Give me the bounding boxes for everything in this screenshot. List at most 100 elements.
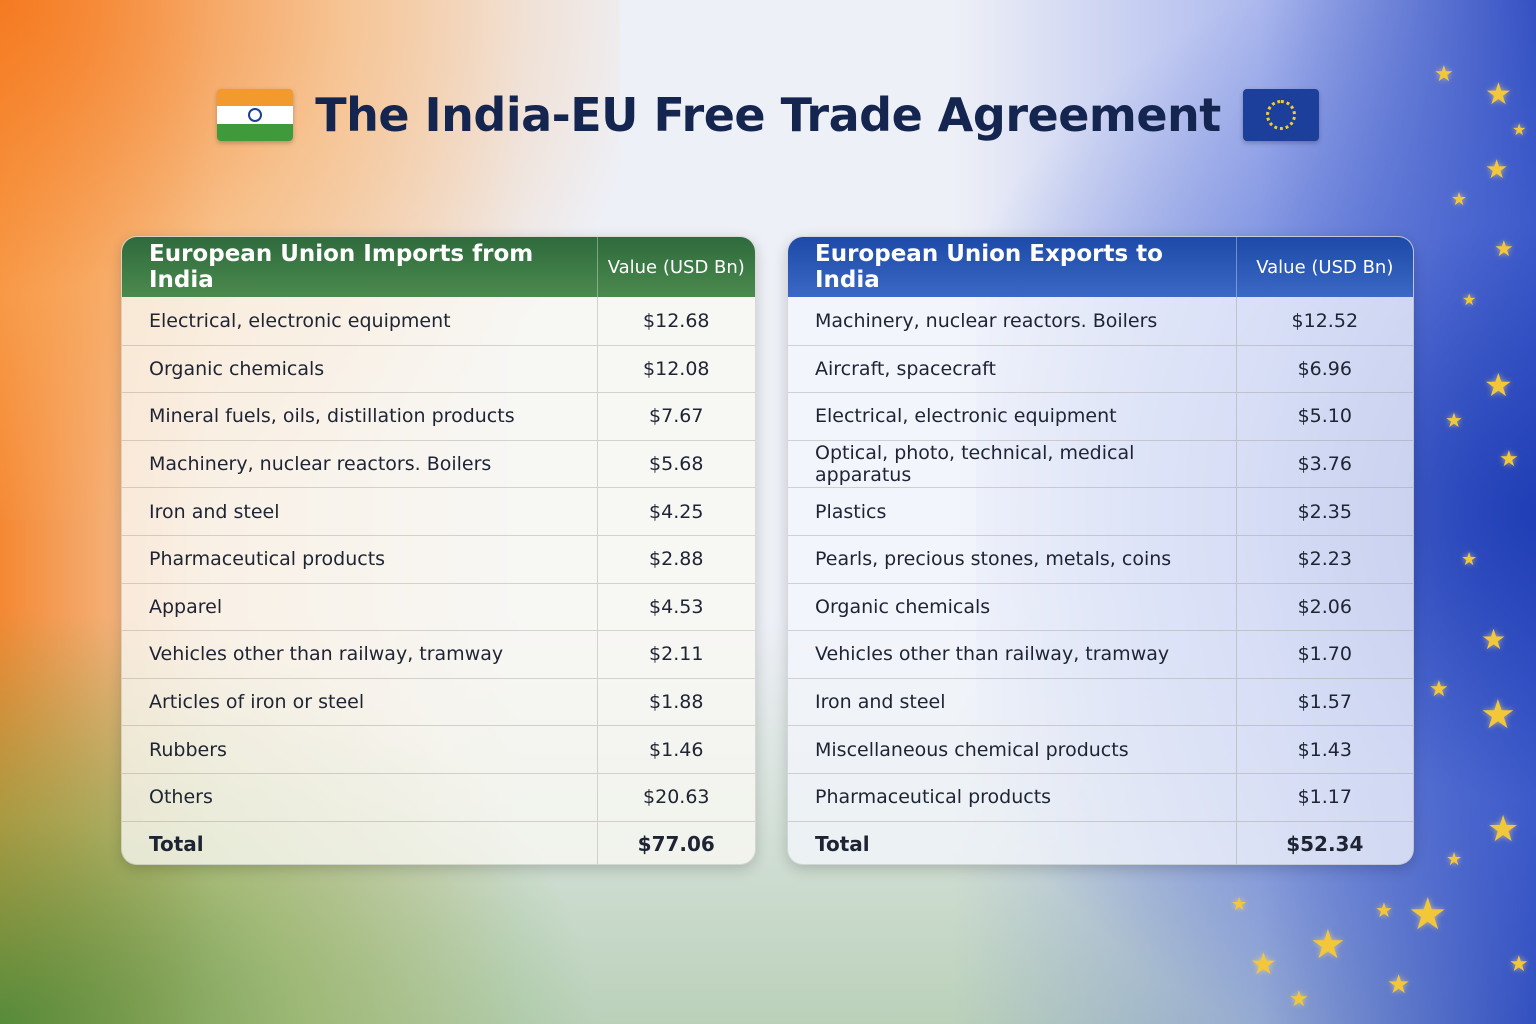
star-icon: ★: [1446, 849, 1463, 870]
star-icon: ★: [1512, 120, 1527, 139]
eu-flag-icon: [1242, 89, 1319, 141]
exports-table-row: Organic chemicals $2.06: [788, 582, 1413, 631]
imports-table-body: Electrical, electronic equipment $12.68 Or…: [122, 297, 755, 821]
exports-row-value: $6.96: [1297, 357, 1352, 380]
star-icon: ★: [1451, 189, 1468, 210]
star-icon: ★: [1509, 952, 1529, 977]
star-icon: ★: [1434, 62, 1454, 87]
imports-table-header: European Union Imports from India Value …: [122, 237, 755, 297]
imports-total-value: $77.06: [637, 831, 715, 856]
exports-row-label: Iron and steel: [788, 678, 1237, 726]
imports-table-row: Others $20.63: [122, 772, 755, 821]
imports-row-label: Organic chemicals: [122, 345, 598, 393]
imports-row-value: $4.53: [649, 595, 704, 618]
exports-total-label: Total: [788, 821, 1237, 864]
imports-table-row: Iron and steel $4.25: [122, 487, 755, 535]
star-icon: ★: [1250, 947, 1277, 982]
imports-row-value: $2.88: [649, 548, 704, 571]
star-icon: ★: [1484, 366, 1513, 404]
exports-table-row: Miscellaneous chemical products $1.43: [788, 725, 1413, 773]
exports-row-label: Organic chemicals: [788, 583, 1237, 631]
imports-table-row: Organic chemicals $12.08: [122, 344, 755, 393]
exports-row-value: $1.57: [1297, 691, 1352, 714]
exports-table-header: European Union Exports to India Value (U…: [788, 237, 1413, 297]
imports-table-row: Machinery, nuclear reactors. Boilers $5.6…: [122, 439, 755, 488]
exports-row-value: $2.06: [1297, 595, 1352, 618]
star-icon: ★: [1429, 677, 1449, 702]
star-icon: ★: [1461, 549, 1478, 570]
exports-row-label: Vehicles other than railway, tramway: [788, 631, 1237, 678]
exports-row-label: Optical, photo, technical, medical appar…: [788, 440, 1237, 488]
exports-table-row: Optical, photo, technical, medical appar…: [788, 439, 1413, 488]
star-icon: ★: [1462, 290, 1477, 309]
exports-table-row: Aircraft, spacecraft $6.96: [788, 344, 1413, 393]
star-icon: ★: [1485, 155, 1509, 185]
exports-table-row: Pharmaceutical products $1.17: [788, 772, 1413, 821]
imports-row-label: Mineral fuels, oils, distillation produc…: [122, 393, 598, 440]
exports-table-row: Vehicles other than railway, tramway $1.7…: [788, 630, 1413, 678]
imports-row-label: Rubbers: [122, 726, 598, 773]
exports-table-row: Plastics $2.35: [788, 487, 1413, 535]
exports-table-body: Machinery, nuclear reactors. Boilers $12.…: [788, 297, 1413, 821]
exports-total-row: Total $52.34: [788, 820, 1413, 864]
imports-row-value: $12.08: [643, 357, 710, 380]
exports-row-value: $2.23: [1297, 548, 1352, 571]
imports-row-value: $20.63: [643, 786, 710, 809]
star-icon: ★: [1480, 692, 1516, 738]
imports-row-label: Electrical, electronic equipment: [122, 297, 598, 345]
imports-total-label: Total: [122, 821, 598, 864]
exports-row-value: $1.17: [1297, 786, 1352, 809]
exports-row-label: Machinery, nuclear reactors. Boilers: [788, 297, 1237, 345]
exports-row-label: Plastics: [788, 488, 1237, 535]
title-bar: The India-EU Free Trade Agreement: [0, 88, 1536, 142]
exports-table-row: Iron and steel $1.57: [788, 677, 1413, 726]
exports-row-value: $5.10: [1297, 405, 1352, 428]
exports-row-label: Pharmaceutical products: [788, 773, 1237, 821]
exports-table-row: Electrical, electronic equipment $5.10: [788, 392, 1413, 440]
exports-row-label: Miscellaneous chemical products: [788, 726, 1237, 773]
star-icon: ★: [1485, 77, 1512, 112]
exports-row-value: $1.70: [1297, 643, 1352, 666]
star-icon: ★: [1387, 970, 1411, 1000]
imports-header-value: Value (USD Bn): [607, 256, 745, 278]
imports-row-label: Apparel: [122, 583, 598, 631]
imports-total-row: Total $77.06: [122, 820, 755, 864]
star-icon: ★: [1375, 898, 1393, 922]
imports-row-value: $1.46: [649, 738, 704, 761]
imports-row-value: $2.11: [649, 643, 704, 666]
imports-header-label: European Union Imports from India: [122, 237, 598, 297]
exports-total-value: $52.34: [1286, 831, 1364, 856]
imports-table-row: Vehicles other than railway, tramway $2.1…: [122, 630, 755, 678]
star-icon: ★: [1487, 809, 1520, 850]
imports-row-label: Pharmaceutical products: [122, 535, 598, 583]
imports-row-value: $12.68: [643, 309, 710, 332]
imports-table-row: Mineral fuels, oils, distillation produc…: [122, 392, 755, 440]
exports-table: European Union Exports to India Value (U…: [787, 236, 1414, 865]
star-icon: ★: [1408, 889, 1448, 940]
imports-row-label: Others: [122, 773, 598, 821]
star-icon: ★: [1481, 623, 1507, 656]
imports-table-row: Articles of iron or steel $1.88: [122, 677, 755, 726]
imports-table-row: Rubbers $1.46: [122, 725, 755, 773]
star-icon: ★: [1289, 987, 1309, 1012]
imports-row-value: $1.88: [649, 691, 704, 714]
exports-header-value: Value (USD Bn): [1256, 256, 1394, 278]
imports-row-label: Vehicles other than railway, tramway: [122, 631, 598, 678]
imports-table-row: Electrical, electronic equipment $12.68: [122, 297, 755, 345]
star-icon: ★: [1231, 894, 1248, 915]
exports-table-row: Pearls, precious stones, metals, coins $2…: [788, 534, 1413, 583]
india-flag-icon: [217, 89, 294, 141]
imports-table: European Union Imports from India Value …: [121, 236, 756, 865]
imports-table-row: Pharmaceutical products $2.88: [122, 534, 755, 583]
imports-row-label: Iron and steel: [122, 488, 598, 535]
exports-row-value: $2.35: [1297, 500, 1352, 523]
exports-row-value: $1.43: [1297, 738, 1352, 761]
exports-row-label: Aircraft, spacecraft: [788, 345, 1237, 393]
star-icon: ★: [1494, 237, 1514, 262]
exports-row-value: $3.76: [1297, 453, 1352, 476]
page-title: The India-EU Free Trade Agreement: [315, 88, 1221, 142]
star-icon: ★: [1310, 922, 1346, 968]
imports-row-label: Machinery, nuclear reactors. Boilers: [122, 440, 598, 488]
exports-table-row: Machinery, nuclear reactors. Boilers $12.…: [788, 297, 1413, 345]
imports-row-value: $7.67: [649, 405, 704, 428]
